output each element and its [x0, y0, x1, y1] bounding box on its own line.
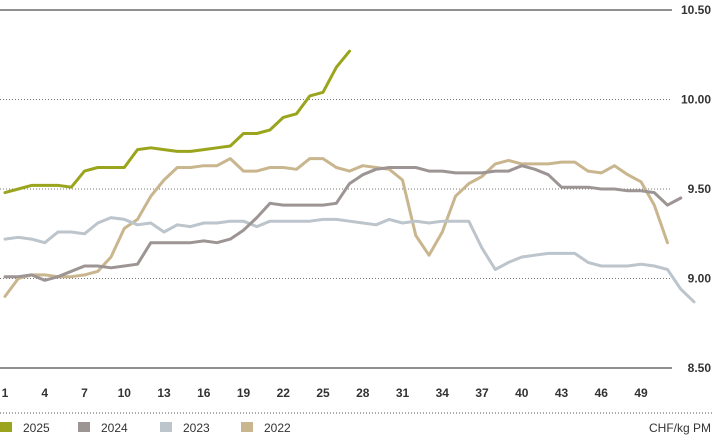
legend-swatch	[160, 422, 172, 432]
legend-label: 2022	[264, 421, 291, 435]
unit-label: CHF/kg PM	[649, 421, 711, 435]
x-tick-label: 40	[515, 386, 529, 400]
series-lines	[3, 49, 696, 304]
y-axis-labels: 10.50 10.00 9.50 9.00 8.50	[681, 3, 711, 375]
x-tick-label: 34	[436, 386, 450, 400]
x-tick-label: 13	[157, 386, 171, 400]
x-tick-label: 7	[81, 386, 88, 400]
legend-item-2022: 2022	[241, 421, 291, 435]
x-tick-label: 31	[396, 386, 410, 400]
y-tick-label: 9.50	[688, 182, 712, 196]
x-tick-label: 16	[197, 386, 211, 400]
x-tick-label: 1	[2, 386, 9, 400]
series-line-2024	[3, 164, 683, 282]
x-tick-label: 49	[634, 386, 648, 400]
y-tick-label: 9.00	[688, 272, 712, 286]
legend-item-2025: 2025	[0, 421, 50, 435]
y-tick-label: 10.00	[681, 93, 711, 107]
x-tick-label: 19	[237, 386, 251, 400]
series-line-2025	[3, 49, 351, 195]
legend-label: 2023	[183, 421, 210, 435]
legend-swatch	[78, 422, 90, 432]
series-line-2022	[3, 157, 669, 298]
gridlines	[0, 9, 672, 369]
legend-item-2024: 2024	[78, 421, 128, 435]
legend: 2025 2024 2023 2022	[0, 421, 291, 435]
x-tick-label: 25	[316, 386, 330, 400]
x-tick-label: 28	[356, 386, 370, 400]
y-tick-label: 8.50	[688, 361, 712, 375]
x-tick-label: 46	[595, 386, 609, 400]
legend-swatch	[241, 422, 253, 432]
x-tick-label: 22	[277, 386, 291, 400]
y-tick-label: 10.50	[681, 3, 711, 17]
legend-label: 2024	[101, 421, 128, 435]
x-axis-labels: 1 4 7 10 13 16 19 22 25 28 31 34 37 40 43 46 49	[2, 386, 648, 400]
x-tick-label: 10	[118, 386, 132, 400]
legend-swatch	[0, 422, 12, 432]
series-line-2023	[3, 216, 696, 304]
x-tick-label: 37	[475, 386, 489, 400]
x-tick-label: 4	[41, 386, 48, 400]
legend-item-2023: 2023	[160, 421, 210, 435]
x-tick-label: 43	[555, 386, 569, 400]
legend-label: 2025	[23, 421, 50, 435]
